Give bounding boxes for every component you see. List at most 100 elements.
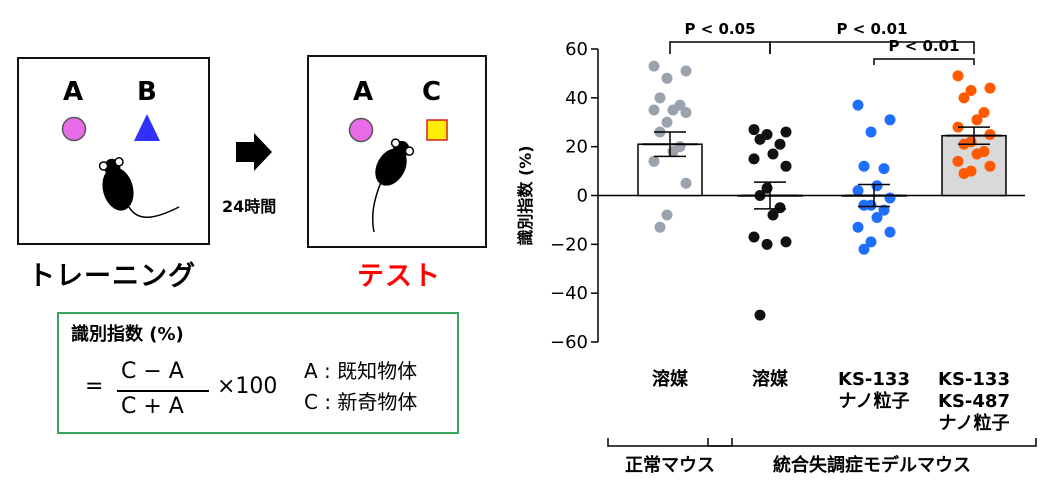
- data-point: [667, 146, 679, 158]
- arrow-right-icon: [236, 133, 272, 171]
- test-arena: A C: [307, 55, 487, 248]
- formula-multiplier: ×100: [217, 374, 278, 399]
- data-point: [884, 226, 896, 238]
- mouse-icon: [375, 138, 415, 186]
- mouse-icon: [98, 157, 134, 211]
- data-point: [648, 60, 660, 72]
- category-label: ナノ粒子: [938, 412, 1009, 434]
- object-a-label: A: [353, 77, 374, 107]
- data-point: [984, 128, 996, 140]
- object-a-circle: [348, 117, 374, 143]
- formula-equals: =: [85, 374, 104, 399]
- training-caption: トレーニング: [28, 261, 196, 292]
- data-point: [878, 204, 890, 216]
- category-label: 溶媒: [752, 368, 789, 390]
- data-point: [748, 153, 760, 165]
- group-label: 正常マウス: [625, 454, 715, 476]
- data-point: [978, 106, 990, 118]
- data-point: [661, 72, 673, 84]
- category-label: ナノ粒子: [838, 390, 909, 412]
- data-point: [858, 199, 870, 211]
- category-label: KS-133: [838, 369, 910, 390]
- data-point: [780, 126, 792, 138]
- test-objects: [348, 117, 448, 233]
- data-point: [871, 180, 883, 192]
- group-bracket: [607, 438, 733, 447]
- data-point: [971, 148, 983, 160]
- data-point: [871, 211, 883, 223]
- data-point: [648, 104, 660, 116]
- legend-known-object: A : 既知物体: [304, 359, 418, 383]
- y-tick-label: 40: [565, 88, 588, 109]
- category-label: KS-487: [938, 391, 1010, 412]
- formula-denominator: C + A: [121, 394, 184, 419]
- data-point: [648, 155, 660, 167]
- data-point: [971, 114, 983, 126]
- data-point: [748, 124, 760, 136]
- formula-numerator: C − A: [121, 359, 184, 384]
- significance-label: P < 0.01: [888, 37, 959, 55]
- data-point: [654, 221, 666, 233]
- data-point: [680, 65, 692, 77]
- test-caption: テスト: [357, 261, 441, 292]
- data-point: [761, 238, 773, 250]
- formula-title: 識別指数 (%): [71, 324, 184, 345]
- data-point: [984, 160, 996, 172]
- significance-label: P < 0.01: [836, 20, 907, 38]
- y-tick-label: −40: [550, 283, 588, 304]
- data-point: [661, 209, 673, 221]
- data-point: [680, 177, 692, 189]
- data-point: [680, 106, 692, 118]
- data-point: [858, 160, 870, 172]
- data-point: [965, 85, 977, 97]
- data-point: [661, 116, 673, 128]
- training-objects: [61, 114, 180, 218]
- data-point: [767, 209, 779, 221]
- data-point: [884, 114, 896, 126]
- object-c-square: [426, 119, 448, 141]
- data-point: [984, 82, 996, 94]
- group-bracket: [707, 438, 1037, 447]
- significance-bracket: [873, 58, 975, 65]
- object-b-label: B: [137, 77, 157, 107]
- y-tick-label: 20: [565, 137, 588, 158]
- fraction-bar: [117, 390, 209, 392]
- data-point: [767, 148, 779, 160]
- y-tick-label: −20: [550, 234, 588, 255]
- data-point: [654, 92, 666, 104]
- significance-label: P < 0.05: [684, 20, 755, 38]
- data-point: [748, 231, 760, 243]
- group-label: 統合失調症モデルマウス: [773, 454, 971, 476]
- data-point: [852, 221, 864, 233]
- significance-bracket: [769, 41, 975, 54]
- data-point: [865, 236, 877, 248]
- legend-novel-object: C : 新奇物体: [304, 390, 418, 414]
- data-point: [774, 138, 786, 150]
- data-point: [958, 168, 970, 180]
- data-point: [865, 126, 877, 138]
- y-tick-label: −60: [550, 332, 588, 353]
- data-point: [780, 236, 792, 248]
- data-point: [952, 70, 964, 82]
- y-axis-label: 識別指数 (%): [516, 145, 535, 245]
- interval-label: 24時間: [222, 197, 277, 216]
- data-point: [884, 192, 896, 204]
- data-point: [754, 133, 766, 145]
- data-point: [852, 99, 864, 111]
- training-arena: A B: [17, 57, 210, 245]
- data-point: [852, 185, 864, 197]
- significance-bracket: [669, 41, 771, 54]
- category-label: 溶媒: [652, 368, 689, 390]
- y-tick-label: 60: [565, 39, 588, 60]
- object-a-label: A: [63, 77, 84, 107]
- data-point: [667, 104, 679, 116]
- object-a-circle: [61, 116, 87, 142]
- object-b-triangle: [134, 114, 160, 141]
- category-label: KS-133: [938, 369, 1010, 390]
- data-point: [774, 202, 786, 214]
- data-point: [754, 309, 766, 321]
- object-c-label: C: [422, 77, 442, 107]
- data-point: [952, 155, 964, 167]
- formula-box: 識別指数 (%) = C − A C + A ×100 A : 既知物体 C :…: [57, 312, 459, 434]
